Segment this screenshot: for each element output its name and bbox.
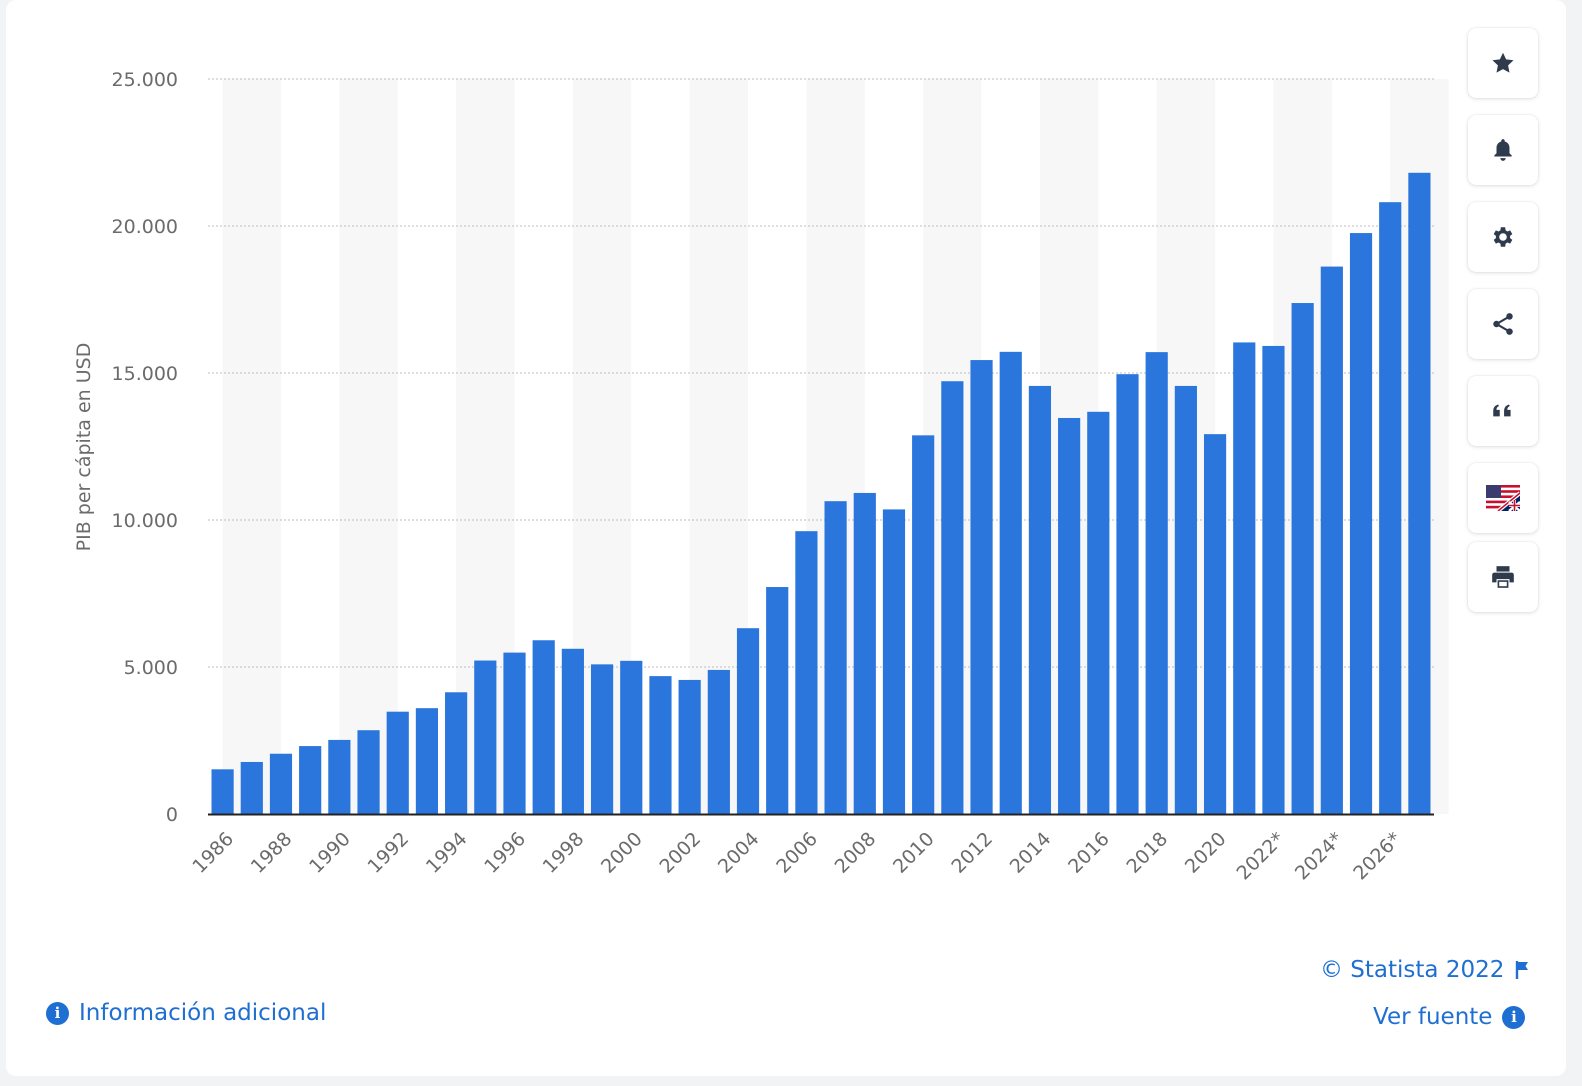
- x-tick-label: 2026*: [1349, 828, 1405, 884]
- bar-2026[interactable]: [1379, 202, 1402, 814]
- background-band: [222, 79, 281, 814]
- bar-2014[interactable]: [1028, 385, 1052, 814]
- x-tick-label: 2024*: [1291, 828, 1347, 884]
- x-tick-label: 2008: [831, 828, 881, 878]
- bar-2007[interactable]: [824, 501, 847, 814]
- bar-2011[interactable]: [941, 381, 964, 814]
- x-tick-label: 2006: [772, 828, 822, 878]
- notification-button[interactable]: [1468, 115, 1538, 185]
- x-tick-label: 1996: [480, 828, 530, 878]
- bar-1999[interactable]: [590, 664, 614, 814]
- bar-2005[interactable]: [766, 587, 789, 814]
- bar-2023[interactable]: [1291, 303, 1314, 814]
- x-tick-label: 1990: [305, 828, 355, 878]
- y-tick-label: 25.000: [112, 69, 178, 91]
- x-tick-label: 1988: [247, 828, 297, 878]
- bar-1989[interactable]: [299, 746, 322, 814]
- y-tick-label: 20.000: [112, 216, 178, 238]
- star-icon: [1492, 52, 1514, 73]
- bar-1991[interactable]: [357, 730, 380, 814]
- gear-icon: [1493, 227, 1513, 247]
- bar-2024[interactable]: [1320, 266, 1343, 814]
- additional-info-link[interactable]: i Información adicional: [46, 1000, 326, 1026]
- x-tick-label: 1998: [539, 828, 589, 878]
- bar-2019[interactable]: [1174, 385, 1197, 814]
- copyright-text: © Statista 2022: [1320, 957, 1505, 983]
- bar-2017[interactable]: [1116, 374, 1139, 814]
- bar-1997[interactable]: [532, 640, 555, 814]
- bar-1992[interactable]: [386, 711, 409, 814]
- bar-2010[interactable]: [912, 435, 935, 814]
- bar-1986[interactable]: [211, 769, 234, 814]
- favorite-button[interactable]: [1468, 28, 1538, 98]
- bar-2015[interactable]: [1058, 417, 1081, 814]
- bar-1995[interactable]: [474, 660, 497, 814]
- share-button[interactable]: [1468, 289, 1538, 359]
- bar-1987[interactable]: [240, 761, 263, 814]
- print-button[interactable]: [1468, 542, 1538, 612]
- bar-2012[interactable]: [970, 360, 993, 814]
- bar-2020[interactable]: [1203, 434, 1227, 814]
- x-tick-label: 2018: [1122, 828, 1172, 878]
- x-tick-label: 1986: [188, 828, 238, 878]
- copyright-link[interactable]: © Statista 2022: [1320, 957, 1532, 983]
- bar-1993[interactable]: [415, 708, 439, 814]
- cite-button[interactable]: [1468, 376, 1538, 446]
- y-axis-label: PIB per cápita en USD: [73, 343, 95, 552]
- y-tick-label: 5.000: [124, 657, 178, 679]
- bar-2009[interactable]: [882, 509, 906, 814]
- info-icon: i: [1502, 1005, 1526, 1029]
- bar-2022[interactable]: [1262, 345, 1285, 814]
- bar-2002[interactable]: [678, 679, 701, 814]
- x-tick-label: 2012: [947, 828, 997, 878]
- x-tick-label: 2000: [597, 828, 647, 878]
- bar-2003[interactable]: [707, 669, 730, 814]
- bar-2000[interactable]: [620, 660, 643, 814]
- bar-2016[interactable]: [1087, 411, 1110, 814]
- background-band: [339, 79, 398, 814]
- bar-2018[interactable]: [1145, 352, 1168, 814]
- bar-2027[interactable]: [1408, 172, 1431, 814]
- bar-2025[interactable]: [1349, 233, 1373, 814]
- x-tick-label: 2022*: [1233, 828, 1289, 884]
- bar-1996[interactable]: [503, 652, 526, 814]
- language-button[interactable]: [1468, 463, 1538, 533]
- x-tick-label: 1994: [422, 828, 472, 878]
- view-source-label: Ver fuente: [1373, 1004, 1493, 1030]
- bar-1988[interactable]: [269, 753, 293, 814]
- x-tick-label: 2010: [889, 828, 939, 878]
- bell-icon: [1494, 139, 1512, 161]
- settings-button[interactable]: [1468, 202, 1538, 272]
- x-tick-label: 2002: [655, 828, 705, 878]
- x-tick-label: 2020: [1181, 828, 1231, 878]
- bar-1994[interactable]: [445, 692, 468, 814]
- bar-2013[interactable]: [999, 351, 1022, 814]
- x-tick-label: 1992: [364, 828, 414, 878]
- bar-2021[interactable]: [1233, 342, 1256, 814]
- quote-icon: [1493, 404, 1511, 417]
- bar-2006[interactable]: [795, 531, 818, 814]
- x-tick-label: 2004: [714, 828, 764, 878]
- view-source-link[interactable]: Ver fuente i: [1373, 1004, 1526, 1030]
- additional-info-label: Información adicional: [79, 1000, 327, 1026]
- bar-1998[interactable]: [561, 648, 584, 814]
- y-tick-label: 15.000: [112, 363, 178, 385]
- report-flag-icon: [1516, 961, 1529, 979]
- y-tick-label: 10.000: [112, 510, 178, 532]
- flag-icon: [1486, 485, 1520, 511]
- info-icon: i: [46, 1001, 69, 1025]
- bar-1990[interactable]: [328, 739, 351, 814]
- bar-2001[interactable]: [649, 676, 672, 814]
- x-tick-label: 2016: [1064, 828, 1114, 878]
- bar-2008[interactable]: [853, 492, 876, 814]
- printer-icon: [1492, 566, 1514, 588]
- y-tick-label: 0: [166, 804, 178, 826]
- bar-2004[interactable]: [736, 628, 760, 814]
- x-tick-label: 2014: [1006, 828, 1056, 878]
- share-icon: [1493, 313, 1513, 335]
